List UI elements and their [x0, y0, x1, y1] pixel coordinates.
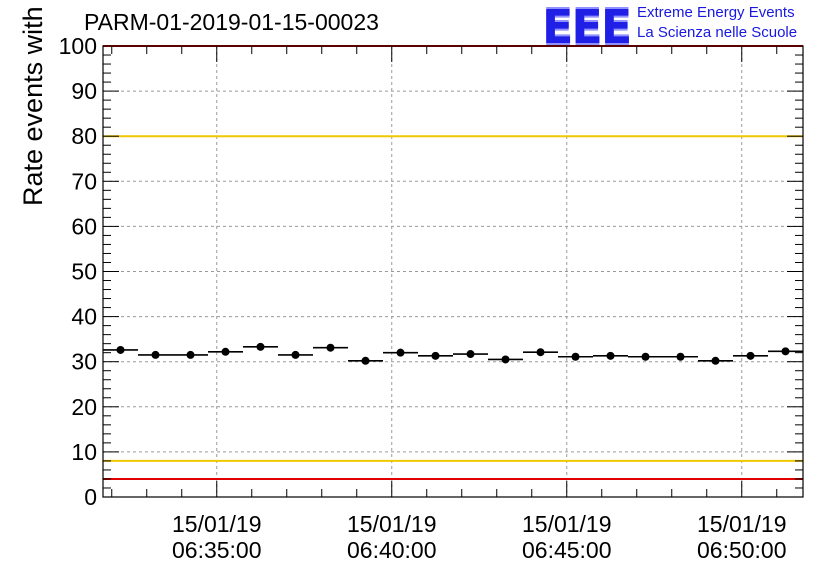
data-point	[256, 342, 265, 351]
x-tick-date-label: 15/01/19	[347, 511, 437, 537]
x-tick-date-label: 15/01/19	[172, 511, 262, 537]
x-tick-date-label: 15/01/19	[522, 511, 612, 537]
x-tick-date-label: 15/01/19	[697, 511, 787, 537]
x-tick-time-label: 06:35:00	[172, 537, 262, 563]
data-point	[396, 348, 405, 357]
data-point	[606, 351, 615, 360]
data-point	[291, 350, 300, 359]
data-point	[466, 350, 475, 359]
y-tick-label: 30	[71, 349, 97, 375]
data-point	[326, 343, 335, 352]
data-point	[641, 352, 650, 361]
data-point	[711, 356, 720, 365]
data-point	[361, 356, 370, 365]
y-tick-label: 20	[71, 394, 97, 420]
data-point	[781, 347, 790, 356]
data-point	[676, 352, 685, 361]
data-point	[116, 345, 125, 354]
y-tick-label: 90	[71, 78, 97, 104]
y-tick-label: 50	[71, 259, 97, 285]
data-point	[571, 352, 580, 361]
org-name: Extreme Energy Events	[637, 4, 795, 21]
data-point	[186, 350, 195, 359]
data-point	[221, 347, 230, 356]
data-point	[746, 351, 755, 360]
y-axis-label: Rate events with hits [Hz]	[18, 0, 48, 206]
y-tick-label: 60	[71, 213, 97, 239]
x-tick-time-label: 06:50:00	[697, 537, 787, 563]
data-point	[501, 355, 510, 364]
y-tick-label: 10	[71, 439, 97, 465]
y-tick-label: 40	[71, 304, 97, 330]
y-tick-label: 70	[71, 168, 97, 194]
run-title: PARM-01-2019-01-15-00023	[84, 9, 379, 35]
x-tick-time-label: 06:40:00	[347, 537, 437, 563]
y-tick-label: 100	[59, 33, 97, 59]
data-point	[431, 351, 440, 360]
y-tick-label: 0	[84, 484, 97, 510]
eee-logo: EEE	[542, 0, 632, 54]
y-tick-label: 80	[71, 123, 97, 149]
data-point	[536, 348, 545, 357]
org-tagline: La Scienza nelle Scuole	[637, 24, 798, 41]
data-point	[151, 350, 160, 359]
x-tick-time-label: 06:45:00	[522, 537, 612, 563]
